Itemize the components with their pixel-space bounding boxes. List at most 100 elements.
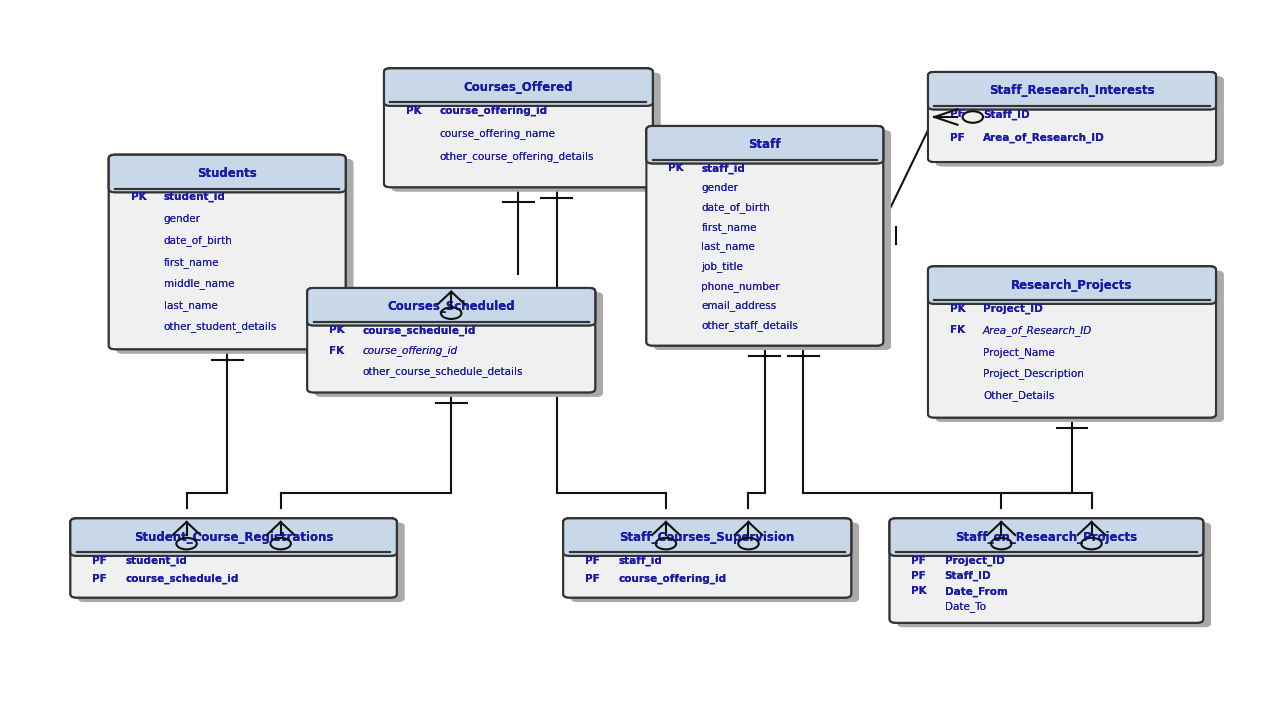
FancyBboxPatch shape: [897, 523, 1211, 627]
FancyBboxPatch shape: [384, 68, 653, 187]
Text: first_name: first_name: [164, 256, 219, 268]
FancyBboxPatch shape: [936, 76, 1224, 166]
Text: gender: gender: [164, 214, 201, 224]
Text: last_name: last_name: [701, 241, 755, 252]
FancyBboxPatch shape: [109, 155, 346, 349]
FancyBboxPatch shape: [928, 266, 1216, 418]
Text: other_student_details: other_student_details: [164, 321, 278, 333]
Text: FK: FK: [329, 346, 344, 356]
Text: Student_Course_Registrations: Student_Course_Registrations: [134, 531, 333, 544]
Text: Project_Description: Project_Description: [983, 368, 1084, 379]
Text: Other_Details: Other_Details: [983, 390, 1055, 401]
FancyBboxPatch shape: [890, 518, 1203, 556]
Text: PF: PF: [950, 132, 965, 143]
Text: Date_To: Date_To: [945, 601, 986, 612]
Text: Project_ID: Project_ID: [983, 304, 1043, 314]
Text: date_of_birth: date_of_birth: [701, 202, 771, 213]
Text: PF: PF: [92, 574, 108, 584]
FancyBboxPatch shape: [392, 73, 660, 192]
FancyBboxPatch shape: [116, 159, 353, 354]
Text: PK: PK: [131, 192, 146, 202]
Text: last_name: last_name: [164, 300, 218, 311]
Text: other_course_offering_details: other_course_offering_details: [439, 151, 594, 163]
Text: PF: PF: [911, 571, 927, 581]
Text: email_address: email_address: [701, 300, 777, 311]
Text: course_offering_id: course_offering_id: [618, 574, 726, 584]
Text: PF: PF: [911, 556, 927, 566]
Text: Staff_ID: Staff_ID: [945, 571, 991, 581]
Text: date_of_birth: date_of_birth: [701, 202, 771, 213]
Text: course_offering_name: course_offering_name: [439, 128, 556, 140]
Text: Project_Name: Project_Name: [983, 346, 1055, 358]
FancyBboxPatch shape: [70, 518, 397, 556]
Text: PK: PK: [911, 587, 927, 596]
FancyBboxPatch shape: [70, 518, 397, 598]
Text: Project_Description: Project_Description: [983, 368, 1084, 379]
Text: staff_id: staff_id: [618, 556, 662, 566]
FancyBboxPatch shape: [571, 523, 859, 602]
Text: course_offering_id: course_offering_id: [362, 346, 457, 356]
Text: first_name: first_name: [164, 256, 219, 268]
Text: PF: PF: [92, 556, 108, 566]
Text: course_schedule_id: course_schedule_id: [125, 574, 239, 584]
Text: PF: PF: [950, 109, 965, 120]
FancyBboxPatch shape: [563, 518, 851, 598]
Text: Staff_Research_Interests: Staff_Research_Interests: [989, 84, 1155, 97]
Text: Students: Students: [197, 167, 257, 180]
FancyBboxPatch shape: [392, 73, 660, 192]
FancyBboxPatch shape: [646, 126, 883, 346]
Text: PK: PK: [950, 304, 965, 314]
FancyBboxPatch shape: [897, 523, 1211, 627]
Text: Date_From: Date_From: [945, 586, 1007, 597]
FancyBboxPatch shape: [928, 266, 1216, 304]
FancyBboxPatch shape: [646, 126, 883, 346]
Text: PK: PK: [911, 587, 927, 596]
FancyBboxPatch shape: [307, 288, 595, 392]
Text: Area_of_Research_ID: Area_of_Research_ID: [983, 325, 1092, 336]
Text: course_schedule_id: course_schedule_id: [362, 325, 476, 336]
FancyBboxPatch shape: [571, 523, 859, 602]
Text: Area_of_Research_ID: Area_of_Research_ID: [983, 132, 1105, 143]
Text: Project_ID: Project_ID: [983, 304, 1043, 314]
Text: job_title: job_title: [701, 261, 744, 272]
Text: PF: PF: [585, 574, 600, 584]
FancyBboxPatch shape: [315, 292, 603, 397]
Text: PF: PF: [92, 574, 108, 584]
Text: course_offering_id: course_offering_id: [439, 106, 547, 116]
Text: staff_id: staff_id: [701, 163, 745, 174]
FancyBboxPatch shape: [936, 271, 1224, 422]
FancyBboxPatch shape: [654, 130, 891, 350]
Text: PK: PK: [406, 106, 421, 116]
Text: Staff_Research_Interests: Staff_Research_Interests: [989, 84, 1155, 97]
FancyBboxPatch shape: [307, 288, 595, 325]
Text: PF: PF: [585, 556, 600, 566]
Text: PF: PF: [950, 109, 965, 120]
Text: course_schedule_id: course_schedule_id: [362, 325, 476, 336]
Text: phone_number: phone_number: [701, 281, 780, 292]
Text: PF: PF: [911, 556, 927, 566]
Text: Date_To: Date_To: [945, 601, 986, 612]
Text: PF: PF: [911, 571, 927, 581]
Text: gender: gender: [701, 183, 739, 193]
Text: other_course_schedule_details: other_course_schedule_details: [362, 366, 522, 377]
Text: PK: PK: [329, 325, 344, 336]
Text: course_schedule_id: course_schedule_id: [125, 574, 239, 584]
FancyBboxPatch shape: [307, 288, 595, 325]
Text: last_name: last_name: [701, 241, 755, 252]
FancyBboxPatch shape: [928, 266, 1216, 418]
Text: student_id: student_id: [125, 556, 187, 566]
Text: PK: PK: [406, 106, 421, 116]
FancyBboxPatch shape: [890, 518, 1203, 623]
Text: middle_name: middle_name: [164, 278, 234, 289]
Text: PF: PF: [585, 574, 600, 584]
Text: staff_id: staff_id: [618, 556, 662, 566]
FancyBboxPatch shape: [78, 523, 404, 602]
Text: date_of_birth: date_of_birth: [164, 235, 233, 246]
Text: other_staff_details: other_staff_details: [701, 320, 799, 330]
Text: Research_Projects: Research_Projects: [1011, 279, 1133, 292]
FancyBboxPatch shape: [116, 159, 353, 354]
FancyBboxPatch shape: [78, 523, 404, 602]
Text: staff_id: staff_id: [701, 163, 745, 174]
FancyBboxPatch shape: [384, 68, 653, 187]
Text: Area_of_Research_ID: Area_of_Research_ID: [983, 325, 1092, 336]
